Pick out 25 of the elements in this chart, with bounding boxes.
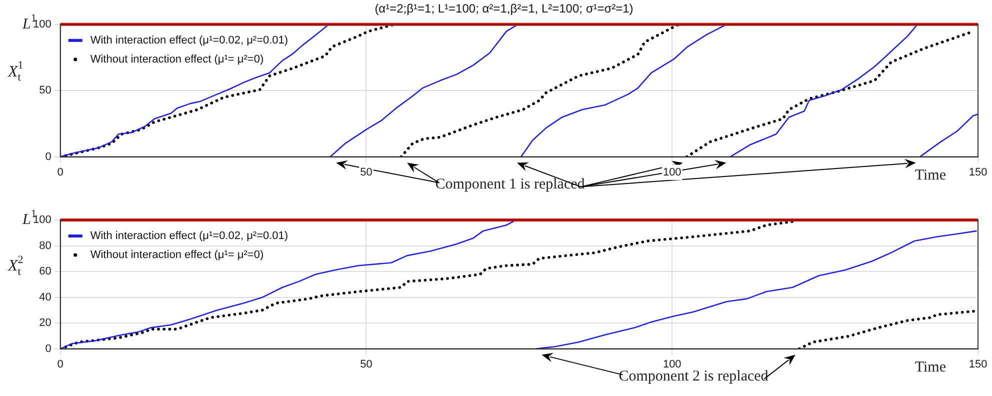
x-axis-title: Time: [914, 168, 946, 184]
y-tick-label: 80: [39, 240, 52, 252]
text: Component 2 is replaced: [618, 368, 769, 385]
y-tick-label: 60: [39, 266, 52, 278]
x-tick-label: 50: [360, 166, 372, 178]
legend-label: With interaction effect (μ¹=0.02, μ²=0.01): [90, 34, 288, 46]
y-tick-label: 100: [32, 214, 52, 226]
x-tick-label: 50: [360, 358, 372, 370]
legend-label: Without interaction effect (μ¹= μ²=0): [90, 249, 264, 262]
x-tick-label: 100: [662, 358, 682, 370]
x-tick-label: 100: [662, 166, 682, 178]
chart-title: (α¹=2;β¹=1; L¹=100; α²=1,β²=1, L²=100; σ¹=σ²=1): [374, 2, 634, 16]
text: Component 1 is replaced: [435, 176, 586, 193]
x-axis-title: Time: [914, 360, 946, 376]
x-tick-label: 0: [57, 358, 64, 370]
y-tick-label: 0: [45, 342, 52, 355]
y-tick-label: 0: [45, 150, 52, 163]
x-tick-label: 0: [57, 166, 64, 178]
legend-label: With interaction effect (μ¹=0.02, μ²=0.01): [90, 230, 288, 242]
x-tick-label: 150: [968, 358, 988, 370]
legend-label: Without interaction effect (μ¹= μ²=0): [90, 53, 264, 66]
y-tick-label: 50: [39, 84, 52, 97]
y-tick-label: 20: [39, 317, 52, 330]
x-tick-label: 150: [968, 166, 988, 178]
y-tick-label: 40: [39, 291, 52, 304]
